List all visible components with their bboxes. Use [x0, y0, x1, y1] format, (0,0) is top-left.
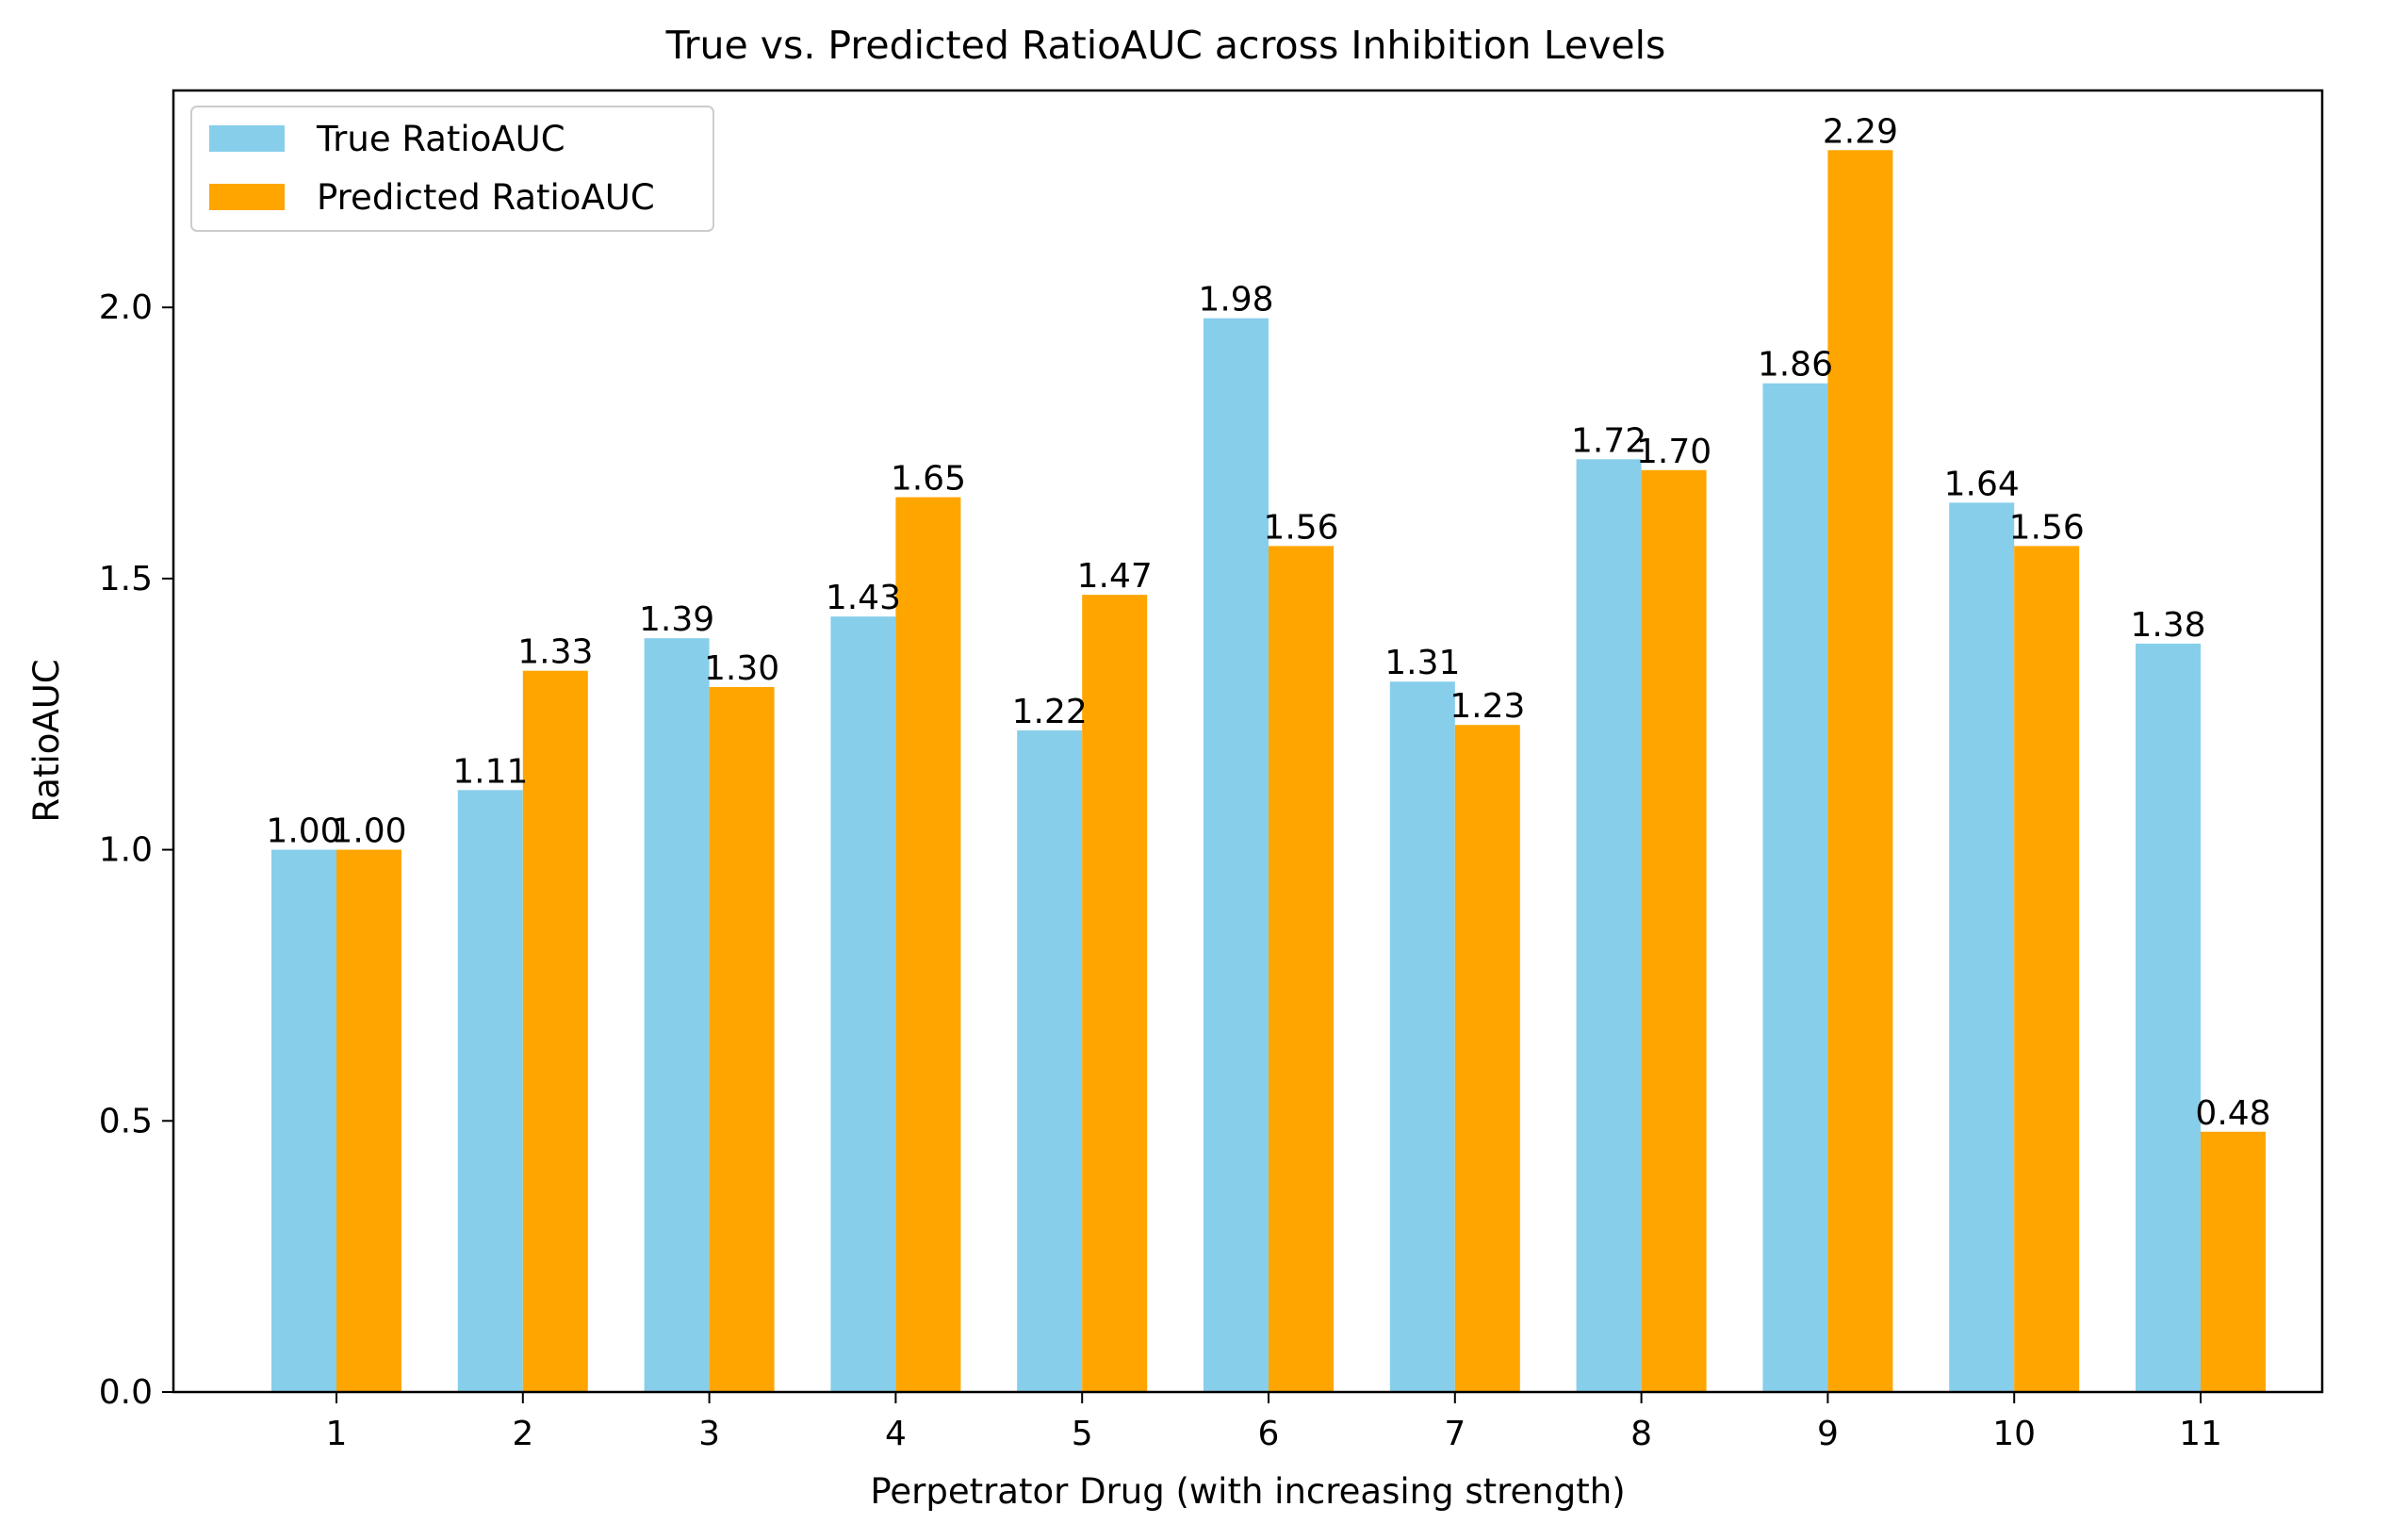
bar-predicted-1: [336, 849, 401, 1392]
x-axis: 1 2 3 4 5 6 7 8 9 10 11: [326, 1392, 2222, 1453]
bar-predicted-9: [1827, 150, 1893, 1392]
bar-predicted-3: [709, 686, 775, 1392]
value-label-true-3: 1.39: [639, 600, 714, 639]
value-label-predicted-10: 1.56: [2009, 508, 2085, 547]
bar-predicted-8: [1641, 469, 1707, 1393]
value-labels-layer: 1.00 1.11 1.39 1.43 1.22 1.98 1.31 1.72 1.86 1.64…: [266, 112, 2270, 1133]
value-label-predicted-11: 0.48: [2195, 1094, 2270, 1133]
value-label-predicted-6: 1.56: [1263, 508, 1338, 547]
chart-title: True vs. Predicted RatioAUC across Inhib…: [665, 23, 1666, 68]
legend-label-true: True RatioAUC: [316, 119, 565, 159]
bar-true-11: [2136, 643, 2201, 1392]
bar-predicted-10: [2014, 546, 2080, 1392]
value-label-predicted-2: 1.33: [517, 633, 593, 672]
bar-true-8: [1576, 459, 1642, 1392]
value-label-true-6: 1.98: [1198, 281, 1273, 319]
bar-predicted-7: [1454, 725, 1520, 1392]
value-label-true-9: 1.86: [1758, 346, 1833, 385]
bar-true-2: [457, 790, 523, 1392]
value-label-true-8: 1.72: [1571, 421, 1646, 460]
bars-layer: [271, 150, 2266, 1393]
legend-swatch-true: [209, 125, 285, 152]
x-tick-label: 1: [326, 1415, 348, 1453]
value-label-true-1: 1.00: [266, 812, 341, 851]
value-label-true-7: 1.31: [1384, 644, 1460, 682]
bar-true-1: [271, 849, 336, 1392]
bar-predicted-5: [1082, 595, 1148, 1392]
x-axis-label: Perpetrator Drug (with increasing streng…: [870, 1471, 1625, 1512]
legend-swatch-predicted: [209, 184, 285, 210]
x-tick-label: 8: [1630, 1415, 1652, 1453]
value-label-true-5: 1.22: [1012, 693, 1088, 731]
y-tick-label: 1.5: [99, 560, 153, 598]
x-tick-label: 4: [885, 1415, 907, 1453]
value-label-predicted-7: 1.23: [1449, 687, 1525, 726]
x-tick-label: 9: [1817, 1415, 1839, 1453]
legend-label-predicted: Predicted RatioAUC: [317, 177, 655, 218]
y-tick-label: 0.5: [99, 1102, 153, 1140]
x-tick-label: 6: [1258, 1415, 1280, 1453]
bar-true-7: [1389, 681, 1455, 1392]
bar-true-6: [1204, 318, 1269, 1392]
y-axis-label: RatioAUC: [26, 659, 67, 822]
y-tick-label: 2.0: [99, 288, 153, 327]
x-tick-label: 11: [2179, 1415, 2222, 1453]
y-tick-label: 0.0: [99, 1373, 153, 1412]
plot-area-frame: [172, 89, 2324, 1394]
x-tick-label: 5: [1072, 1415, 1093, 1453]
x-tick-label: 7: [1444, 1415, 1466, 1453]
x-tick-label: 10: [1992, 1415, 2036, 1453]
bar-true-3: [644, 638, 710, 1392]
value-label-predicted-9: 2.29: [1823, 112, 1898, 151]
value-label-predicted-3: 1.30: [704, 649, 779, 688]
legend: True RatioAUC Predicted RatioAUC: [190, 106, 714, 232]
value-label-true-2: 1.11: [452, 752, 528, 791]
bar-predicted-4: [895, 497, 961, 1392]
legend-frame: [190, 106, 714, 232]
bar-predicted-11: [2201, 1131, 2266, 1392]
bar-predicted-6: [1269, 546, 1334, 1392]
x-tick-label: 2: [512, 1415, 533, 1453]
y-tick-label: 1.0: [99, 831, 153, 870]
x-tick-label: 3: [698, 1415, 720, 1453]
bar-true-10: [1949, 502, 2015, 1392]
value-label-predicted-8: 1.70: [1636, 433, 1711, 471]
value-label-predicted-4: 1.65: [891, 460, 966, 499]
bar-predicted-2: [522, 670, 588, 1392]
bar-true-5: [1017, 729, 1083, 1392]
value-label-true-4: 1.43: [826, 579, 901, 617]
y-axis: 0.0 0.5 1.0 1.5 2.0: [99, 288, 173, 1412]
value-label-true-11: 1.38: [2130, 606, 2205, 645]
value-label-true-10: 1.64: [1944, 465, 2020, 503]
value-label-predicted-5: 1.47: [1077, 557, 1153, 596]
bar-true-9: [1762, 383, 1828, 1393]
bar-true-4: [830, 616, 896, 1392]
value-label-predicted-1: 1.00: [331, 812, 406, 851]
